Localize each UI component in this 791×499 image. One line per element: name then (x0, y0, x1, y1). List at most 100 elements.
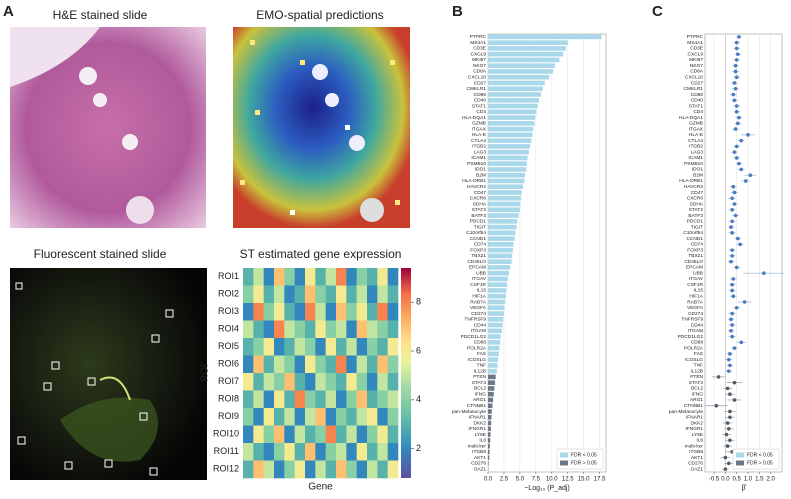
y-tick-label: TBX21 (471, 253, 486, 259)
y-tick-label: IDO1 (475, 167, 487, 173)
y-tick-label: IFNGR1 (685, 426, 703, 432)
y-tick-label: CTNNB1 (467, 403, 487, 409)
point (739, 139, 743, 143)
y-tick-label: PTEN (690, 374, 703, 380)
heatmap-cell (346, 461, 357, 479)
heatmap-cell (264, 303, 275, 321)
legend-swatch (736, 453, 744, 458)
heatmap-cell (284, 286, 295, 304)
bar (488, 40, 568, 45)
heatmap-cell (305, 391, 316, 409)
y-tick-label: CD8A (690, 69, 704, 75)
y-tick-label: ITGB2 (472, 144, 486, 150)
bar (488, 58, 559, 63)
point (735, 104, 739, 108)
y-tick-label: pan-Melanocyte (669, 409, 703, 415)
heatmap-cell (377, 286, 388, 304)
heatmap-cell (388, 286, 399, 304)
y-tick-label: C10orf54 (683, 230, 703, 236)
x-tick-label: 10.0 (546, 477, 558, 483)
y-tick-label: STAT2 (472, 207, 487, 213)
heatmap-cell (346, 443, 357, 461)
y-tick-label: LY6E (692, 432, 703, 438)
y-tick-label: BATF3 (471, 213, 486, 219)
y-tick-label: HAVCR2 (684, 184, 703, 190)
y-tick-label: IFNAR1 (686, 415, 703, 421)
legend-label: FDR < 0.05 (747, 452, 773, 458)
heatmap-cell (295, 268, 306, 286)
y-tick-label: IFNGR1 (468, 426, 486, 432)
legend-label: FDR > 0.05 (747, 460, 773, 466)
bar (488, 294, 506, 299)
heatmap-cell (295, 373, 306, 391)
point (729, 260, 733, 264)
bar (488, 328, 502, 333)
y-tick-label: ROI6 (218, 359, 239, 369)
y-tick-label: CXCL10 (468, 74, 486, 80)
point (730, 220, 734, 224)
he-image (10, 27, 206, 228)
legend-swatch (560, 461, 568, 466)
point (730, 335, 734, 339)
heatmap-cell (274, 373, 285, 391)
heatmap-title: ST estimated gene expression (240, 247, 402, 261)
y-tick-label: ROI7 (218, 376, 239, 386)
heatmap-cell (326, 391, 337, 409)
heatmap-cell (367, 391, 378, 409)
heatmap-cell (305, 461, 316, 479)
y-tick-label: HIF1A (689, 293, 703, 299)
bar (488, 121, 535, 126)
y-tick-label: CD86 (474, 92, 487, 98)
heatmap-cell (336, 338, 347, 356)
y-tick-label: ITGAV (689, 276, 704, 282)
y-tick-label: C10orf54 (466, 230, 486, 236)
y-tick-label: B2M (476, 172, 486, 178)
y-tick-label: HLA-E (689, 132, 703, 138)
colorbar-tick-label: 6 (416, 345, 421, 355)
point (733, 346, 737, 350)
heatmap-cell (357, 286, 368, 304)
y-tick-label: ITGAX (689, 126, 704, 132)
heatmap-cell (253, 408, 264, 426)
point (736, 122, 740, 126)
y-tick-label: FOXP3 (687, 247, 703, 253)
y-tick-label: NKG7 (473, 63, 486, 69)
fluorescent-image (10, 268, 207, 480)
y-tick-label: ROI12 (213, 464, 239, 474)
heatmap-cell (253, 391, 264, 409)
x-tick-label: 0.0 (484, 477, 493, 483)
y-tick-label: CD3E (690, 46, 703, 52)
bar (488, 444, 490, 449)
point (737, 116, 741, 120)
y-tick-label: CSF1R (470, 282, 486, 288)
bar (488, 277, 508, 282)
heatmap-cell (253, 303, 264, 321)
point (726, 387, 730, 391)
y-tick-label: IL6 (479, 438, 486, 444)
point (735, 47, 739, 51)
y-tick-label: CD47 (474, 190, 487, 196)
heatmap-cell (253, 321, 264, 339)
y-tick-label: B2M (693, 172, 703, 178)
heatmap-cell (377, 303, 388, 321)
heatmap-cell (326, 426, 337, 444)
heatmap-cell (357, 426, 368, 444)
heatmap-cell (336, 461, 347, 479)
heatmap-cell (274, 461, 285, 479)
point (735, 58, 739, 62)
heatmap-cell (253, 373, 264, 391)
point (728, 364, 732, 368)
emo-image (233, 27, 410, 228)
x-tick-label: 2.5 (500, 477, 509, 483)
y-tick-label: PTPRC (470, 34, 487, 40)
bar (488, 231, 515, 236)
heatmap-cell (357, 268, 368, 286)
heatmap-cell (305, 321, 316, 339)
y-tick-label: HLA-E (472, 132, 486, 138)
bar (488, 179, 524, 184)
bar (488, 369, 497, 374)
point (717, 375, 721, 379)
heatmap-cell (295, 461, 306, 479)
heatmap-cell (253, 443, 264, 461)
heatmap-cell (377, 408, 388, 426)
